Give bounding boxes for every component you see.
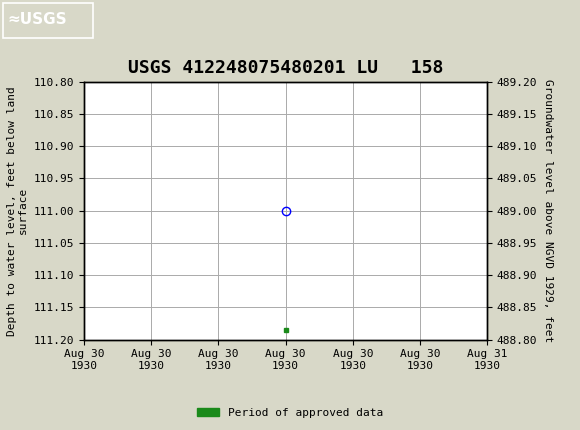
Y-axis label: Groundwater level above NGVD 1929, feet: Groundwater level above NGVD 1929, feet <box>543 79 553 342</box>
Title: USGS 412248075480201 LU   158: USGS 412248075480201 LU 158 <box>128 59 443 77</box>
Legend: Period of approved data: Period of approved data <box>193 403 387 422</box>
Bar <box>3 3 93 37</box>
Y-axis label: Depth to water level, feet below land
surface: Depth to water level, feet below land su… <box>7 86 28 335</box>
Text: ≈USGS: ≈USGS <box>7 12 67 27</box>
